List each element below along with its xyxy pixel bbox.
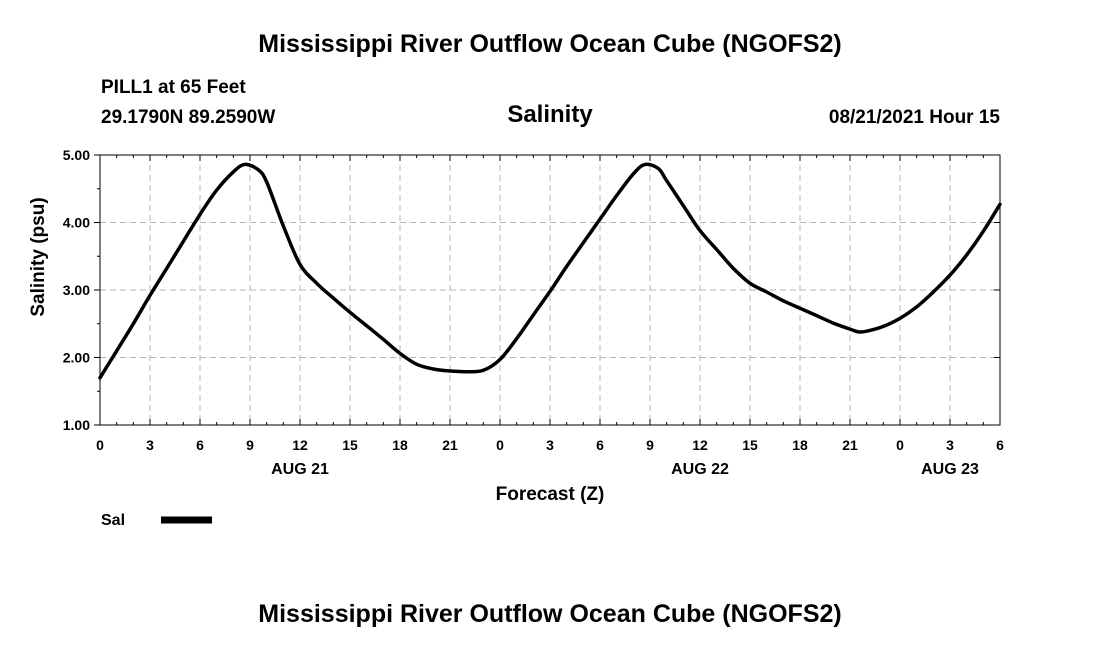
date-label: AUG 21 xyxy=(271,461,329,478)
station-coordinates: 29.1790N 89.2590W xyxy=(101,107,276,128)
y-tick-label: 1.00 xyxy=(63,417,90,433)
x-tick-label: 15 xyxy=(342,437,358,453)
date-labels: AUG 21 AUG 22 AUG 23 xyxy=(271,461,979,478)
y-axis-label: Salinity (psu) xyxy=(28,197,49,316)
date-label: AUG 23 xyxy=(921,461,979,478)
x-tick-label: 6 xyxy=(996,437,1004,453)
x-tick-label: 12 xyxy=(692,437,708,453)
y-tick-label: 5.00 xyxy=(63,147,90,163)
x-tick-label: 18 xyxy=(392,437,408,453)
x-tick-label: 18 xyxy=(792,437,808,453)
x-tick-label: 0 xyxy=(496,437,504,453)
x-tick-label: 0 xyxy=(96,437,104,453)
x-tick-label: 9 xyxy=(246,437,254,453)
y-axis: 1.00 2.00 3.00 4.00 5.00 xyxy=(63,147,1000,433)
x-tick-label: 3 xyxy=(546,437,554,453)
x-tick-label: 15 xyxy=(742,437,758,453)
x-axis: 0 3 6 9 12 15 18 21 0 3 6 9 12 15 18 21 0 3 6 xyxy=(96,155,1004,453)
x-tick-label: 12 xyxy=(292,437,308,453)
x-tick-label: 6 xyxy=(596,437,604,453)
salinity-series-line xyxy=(98,162,1002,380)
grid-lines xyxy=(100,155,1000,425)
x-axis-label: Forecast (Z) xyxy=(496,484,605,505)
x-tick-label: 3 xyxy=(946,437,954,453)
x-tick-label: 0 xyxy=(896,437,904,453)
x-tick-label: 9 xyxy=(646,437,654,453)
chart-main-title: Mississippi River Outflow Ocean Cube (NG… xyxy=(258,30,842,58)
plot-frame xyxy=(99,154,1001,426)
forecast-datetime: 08/21/2021 Hour 15 xyxy=(828,107,1000,128)
date-label: AUG 22 xyxy=(671,461,729,478)
x-tick-label: 3 xyxy=(146,437,154,453)
chart-title: Salinity xyxy=(507,101,593,128)
station-label: PILL1 at 65 Feet xyxy=(101,77,246,98)
footer-title: Mississippi River Outflow Ocean Cube (NG… xyxy=(258,600,842,628)
salinity-chart: 0 3 6 9 12 15 18 21 0 3 6 9 12 15 18 21 0 3 6 1.00 2.00 3.00… xyxy=(28,147,1004,529)
y-tick-label: 4.00 xyxy=(63,215,90,231)
y-tick-label: 3.00 xyxy=(63,282,90,298)
x-tick-label: 21 xyxy=(442,437,458,453)
x-tick-label: 6 xyxy=(196,437,204,453)
x-tick-label: 21 xyxy=(842,437,858,453)
legend-label: Sal xyxy=(101,512,125,529)
y-tick-label: 2.00 xyxy=(63,350,90,366)
